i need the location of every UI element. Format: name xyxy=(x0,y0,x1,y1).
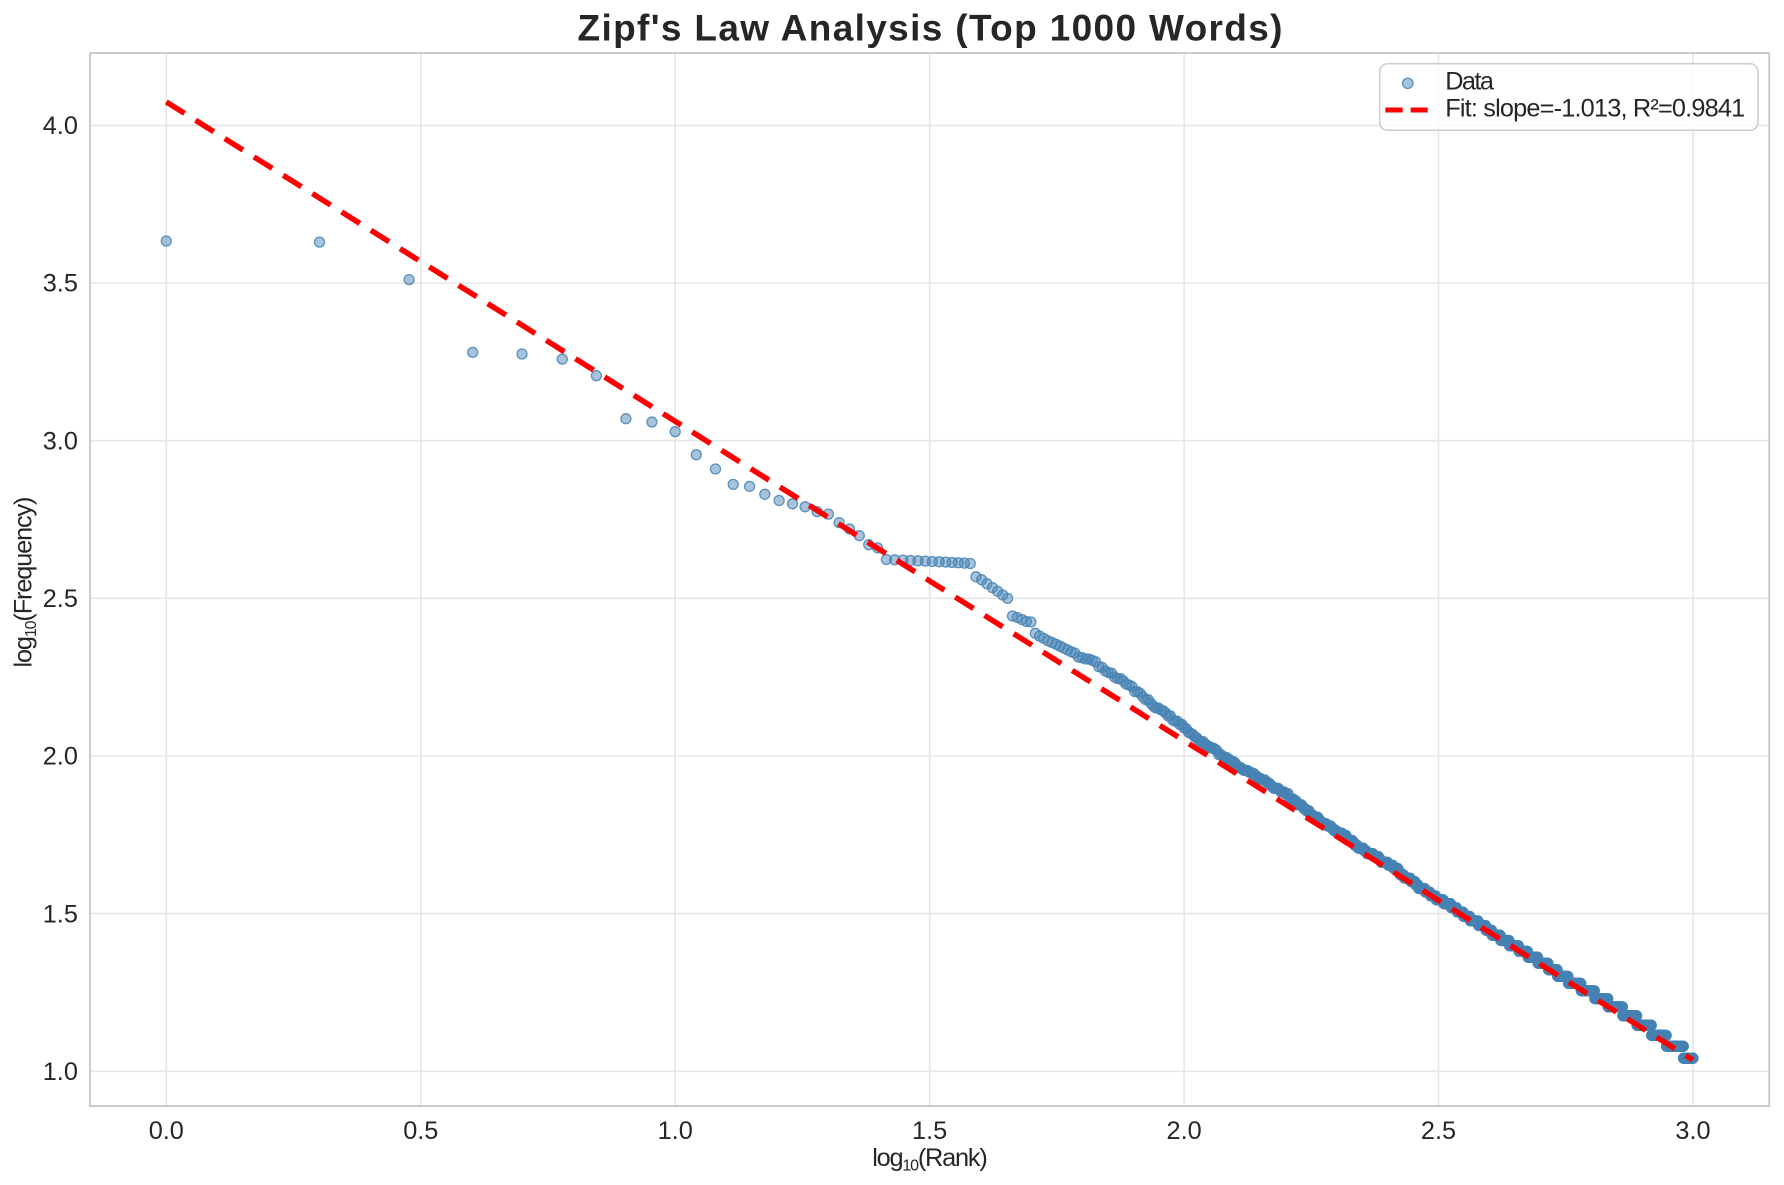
svg-text:Data: Data xyxy=(1445,67,1495,95)
svg-text:3.0: 3.0 xyxy=(43,427,78,455)
svg-text:0.0: 0.0 xyxy=(149,1117,184,1145)
svg-text:1.0: 1.0 xyxy=(43,1058,78,1086)
svg-text:1.0: 1.0 xyxy=(658,1117,693,1145)
svg-text:log10(Frequency): log10(Frequency) xyxy=(10,497,41,668)
svg-text:2.0: 2.0 xyxy=(43,743,78,771)
svg-text:log10(Rank): log10(Rank) xyxy=(872,1144,988,1175)
svg-text:1.5: 1.5 xyxy=(912,1117,947,1145)
svg-text:2.0: 2.0 xyxy=(1167,1117,1202,1145)
svg-text:0.5: 0.5 xyxy=(403,1117,438,1145)
svg-text:3.0: 3.0 xyxy=(1675,1117,1710,1145)
svg-text:1.5: 1.5 xyxy=(43,900,78,928)
svg-text:3.5: 3.5 xyxy=(43,270,78,298)
svg-text:2.5: 2.5 xyxy=(43,585,78,613)
svg-text:Zipf's Law Analysis (Top 1000: Zipf's Law Analysis (Top 1000 Words) xyxy=(578,7,1283,48)
svg-text:Fit: slope=-1.013, R²=0.9841: Fit: slope=-1.013, R²=0.9841 xyxy=(1445,95,1745,123)
svg-text:4.0: 4.0 xyxy=(43,112,78,140)
svg-text:2.5: 2.5 xyxy=(1421,1117,1456,1145)
